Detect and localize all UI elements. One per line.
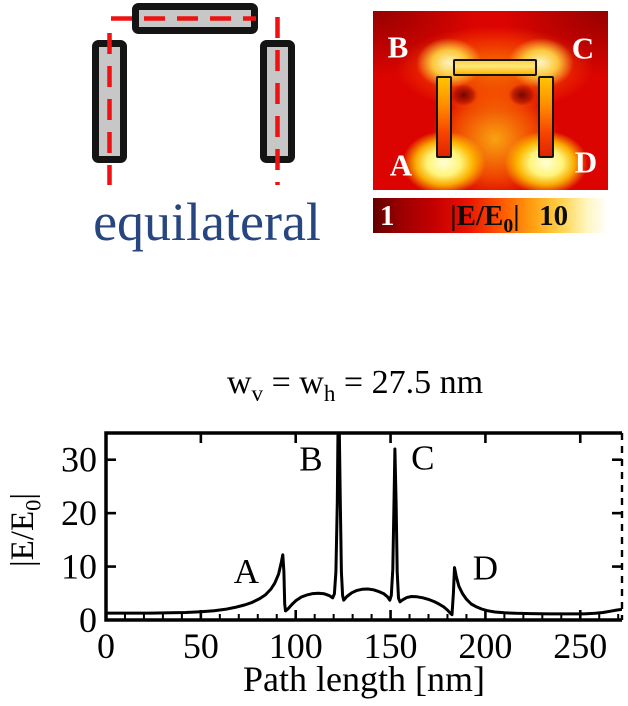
peak-label-C: C	[411, 439, 434, 478]
chart-title-part: w	[226, 364, 252, 401]
colorbar-title-end: |	[513, 200, 520, 232]
peak-label-D: D	[473, 549, 498, 588]
field-map-label-B: B	[387, 29, 409, 65]
x-tick-label: 200	[458, 626, 512, 666]
x-tick-label: 150	[364, 626, 418, 666]
structure-diagram	[92, 3, 295, 185]
chart-title-sub-v: v	[251, 380, 264, 407]
x-tick-label: 50	[183, 626, 219, 666]
y-tick-label: 0	[79, 600, 97, 640]
colorbar-max-label: 10	[539, 200, 569, 232]
field-map-left-vertical-rod	[436, 76, 452, 158]
field-map-right-vertical-rod	[538, 76, 554, 158]
colorbar: 1 |E/E0| 10	[373, 198, 608, 237]
chart-title: wv = wh = 27.5 nm	[90, 364, 620, 413]
x-axis-label: Path length [nm]	[243, 659, 485, 699]
y-tick-label: 20	[61, 493, 97, 533]
curve-E-field-enhancement	[106, 433, 622, 617]
diagram-caption: equilateral	[93, 192, 321, 252]
peak-label-B: B	[299, 440, 322, 479]
chart-title-part: = 27.5 nm	[335, 364, 484, 401]
field-map-label-D: D	[574, 144, 598, 180]
plot-frame	[104, 431, 622, 622]
y-tick-label: 30	[61, 440, 97, 480]
chart-title-sub-h: h	[323, 380, 336, 407]
x-tick-label: 250	[553, 626, 607, 666]
peak-label-A: A	[234, 552, 260, 591]
colorbar-title-sub: 0	[503, 214, 514, 237]
colorbar-title-main: |E/E	[450, 200, 504, 232]
field-map-label-C: C	[571, 30, 595, 66]
field-map-panel: B C A D	[373, 11, 608, 190]
field-map-horizontal-rod	[453, 59, 537, 76]
field-map-label-A: A	[389, 147, 413, 183]
x-tick-label: 100	[269, 626, 323, 666]
y-tick-label: 10	[61, 547, 97, 587]
colorbar-min-label: 1	[380, 200, 395, 232]
colorbar-title: |E/E0|	[450, 200, 519, 238]
chart-title-part: = w	[263, 364, 324, 401]
x-tick-label: 0	[97, 626, 115, 666]
